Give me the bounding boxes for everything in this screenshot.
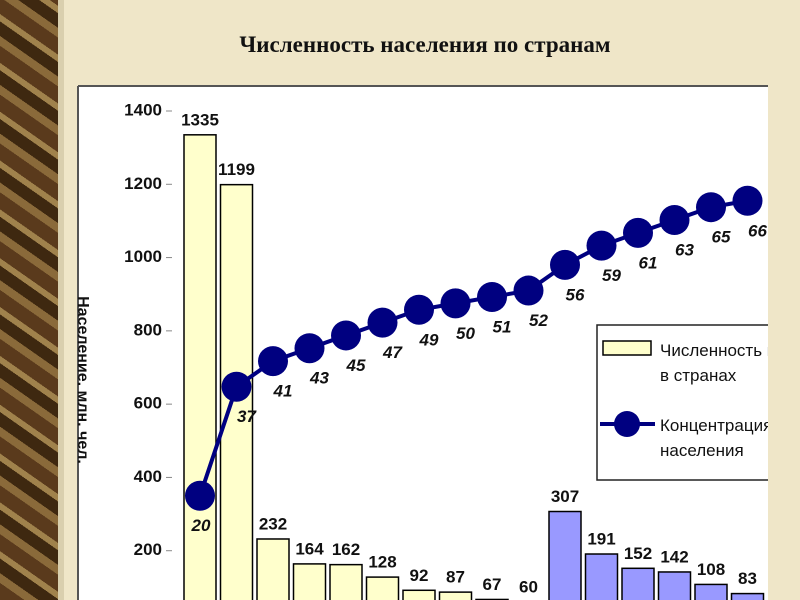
- line-value-label: 65: [712, 228, 731, 247]
- bar-value-label: 108: [697, 560, 725, 579]
- y-tick-label: 1000: [124, 247, 162, 266]
- line-value-label: 66: [748, 221, 767, 240]
- bar: [730, 592, 765, 600]
- line-marker: [258, 346, 288, 377]
- bar: [438, 591, 473, 600]
- line-marker: [623, 217, 653, 248]
- line-value-label: 59: [602, 266, 621, 285]
- bar-value-label: 67: [483, 575, 502, 594]
- bar: [292, 563, 327, 600]
- legend-label: Численность населения в странах: [660, 341, 768, 385]
- line-marker: [440, 288, 471, 319]
- bar: [183, 134, 217, 600]
- line-marker: [331, 320, 361, 351]
- line-value-label: 50: [456, 324, 475, 343]
- decor-border: [58, 0, 64, 600]
- bar: [584, 553, 619, 600]
- bar: [548, 510, 582, 600]
- bar-value-label: 152: [624, 544, 652, 563]
- line-marker: [550, 249, 580, 280]
- bar: [694, 583, 728, 600]
- decor-strip: [0, 0, 58, 600]
- line-value-label: 51: [493, 317, 512, 336]
- bar-value-label: 60: [519, 577, 538, 596]
- bar-value-label: 191: [587, 529, 615, 548]
- y-tick-label: 200: [134, 540, 162, 559]
- bar: [365, 576, 400, 600]
- y-axis-label: Население, млн. чел.: [74, 296, 91, 464]
- line-marker: [367, 307, 398, 338]
- line-value-label: 43: [309, 369, 329, 388]
- line-marker: [294, 333, 325, 364]
- line-value-label: 41: [273, 382, 293, 401]
- bar-value-label: 164: [295, 539, 324, 558]
- bar-value-label: 128: [368, 553, 396, 572]
- bar-value-label: 92: [410, 566, 429, 585]
- bar-value-label: 142: [660, 547, 688, 566]
- y-tick-label: 1400: [124, 100, 162, 119]
- bar: [256, 538, 290, 600]
- line-value-label: 56: [566, 285, 585, 304]
- bar: [402, 589, 436, 600]
- line-marker: [586, 230, 617, 261]
- line-value-label: 49: [419, 330, 439, 349]
- bar-value-label: 162: [332, 540, 360, 559]
- line-value-label: 20: [191, 516, 211, 535]
- line-marker: [513, 275, 544, 306]
- bar-value-label: 232: [259, 514, 287, 533]
- bar-value-label: 1199: [218, 160, 255, 179]
- bar-value-label: 83: [738, 569, 757, 588]
- y-tick-label: 600: [134, 394, 162, 413]
- y-tick-label: 1200: [124, 174, 162, 193]
- line-marker: [477, 281, 507, 312]
- line-marker: [221, 371, 252, 402]
- bar-value-label: 1335: [181, 110, 219, 129]
- line-marker: [185, 480, 215, 511]
- line-value-label: 47: [382, 343, 403, 362]
- line: [198, 198, 748, 497]
- legend-label: Концентрация населения: [660, 416, 768, 460]
- bar: [621, 567, 655, 600]
- slide-title: Численность населения по странам: [239, 32, 611, 57]
- y-tick-label: 400: [134, 467, 162, 486]
- y-tick-label: 800: [134, 320, 162, 339]
- bar-value-label: 87: [446, 568, 465, 587]
- legend-marker: [614, 411, 640, 437]
- bar: [329, 563, 363, 600]
- line-marker: [659, 205, 690, 236]
- line-value-label: 61: [639, 253, 658, 272]
- line-value-label: 52: [529, 311, 548, 330]
- bar-value-label: 307: [551, 487, 579, 506]
- line-marker: [404, 294, 434, 325]
- line-marker: [732, 185, 763, 216]
- line-value-label: 63: [675, 240, 694, 259]
- line-marker: [696, 192, 726, 223]
- legend-swatch: [602, 340, 652, 356]
- bar: [657, 571, 692, 600]
- line-value-label: 45: [346, 356, 366, 375]
- line-value-label: 37: [237, 407, 257, 426]
